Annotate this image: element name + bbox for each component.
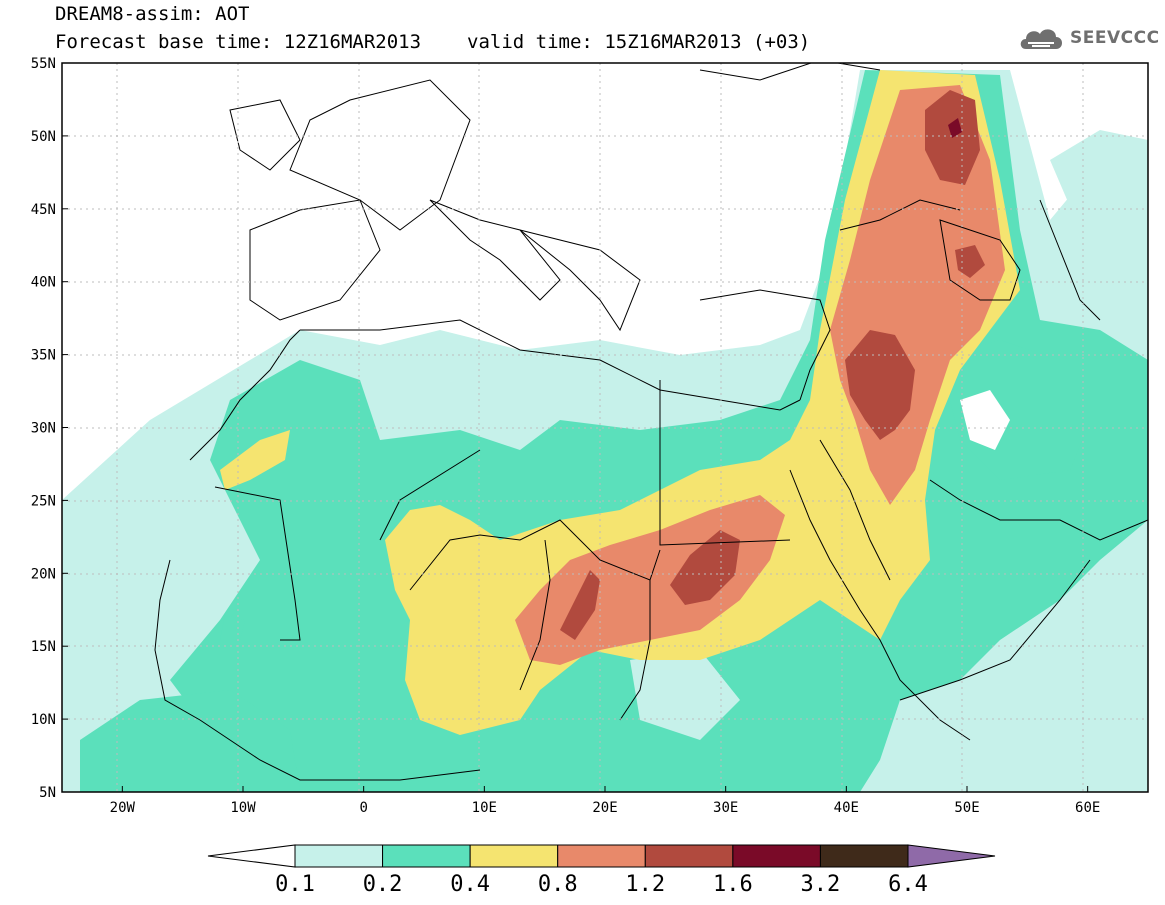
colorbar-label: 3.2 [801,872,841,897]
colorbar-segment [644,844,734,868]
time-info: Forecast base time: 12Z16MAR2013 valid ti… [55,32,810,52]
colorbar-label: 6.4 [888,872,928,897]
lat-label: 55N [31,56,56,72]
colorbar-segment [732,844,821,868]
seevccc-logo: SEEVCCC [1018,20,1160,56]
lat-label: 50N [31,129,56,145]
lat-label: 5N [39,785,56,801]
lat-label: 35N [31,348,56,364]
colorbar [207,844,996,868]
lon-label: 40E [834,800,859,816]
longitude-labels: 20W 10W 0 10E 20E 30E 40E 50E 60E [110,786,1100,816]
lon-label: 20E [592,800,617,816]
lat-label: 25N [31,493,56,509]
colorbar-label: 0.8 [538,872,578,897]
colorbar-high-arrow [907,844,996,868]
coastlines [154,63,1148,781]
lat-label: 10N [31,712,56,728]
lon-label: 10W [230,800,256,816]
valid-time: valid time: 15Z16MAR2013 (+03) [467,31,811,53]
lon-label: 50E [954,800,979,816]
colorbar-segment [382,844,471,868]
lon-label: 20W [110,800,136,816]
colorbar-label: 0.1 [275,872,315,897]
lon-label: 60E [1075,800,1100,816]
lat-label: 30N [31,421,56,437]
colorbar-segment [557,844,646,868]
colorbar-segment [294,844,384,868]
aot-shading [62,70,1148,792]
aot-level-1.6 [948,118,962,138]
lat-label: 45N [31,202,56,218]
gridlines [62,63,1148,792]
lat-label: 15N [31,639,56,655]
colorbar-label: 1.2 [625,872,665,897]
lat-label: 40N [31,275,56,291]
latitude-labels: 55N 50N 45N 40N 35N 30N 25N 20N 15N 10N 5N [31,56,68,801]
colorbar-segment [819,844,909,868]
colorbar-label: 0.2 [363,872,403,897]
lon-label: 10E [472,800,497,816]
colorbar-label: 1.6 [713,872,753,897]
lon-label: 0 [359,800,367,816]
colorbar-segment [469,844,559,868]
lon-label: 30E [713,800,738,816]
colorbar-labels: 0.1 0.2 0.4 0.8 1.2 1.6 3.2 6.4 [275,872,928,897]
lat-label: 20N [31,566,56,582]
map-title: DREAM8-assim: AOT [55,3,250,25]
logo-text: SEEVCCC [1070,28,1160,48]
base-time: Forecast base time: 12Z16MAR2013 [55,31,422,53]
cloud-icon [1020,29,1062,49]
colorbar-low-arrow [207,844,296,868]
colorbar-label: 0.4 [450,872,490,897]
